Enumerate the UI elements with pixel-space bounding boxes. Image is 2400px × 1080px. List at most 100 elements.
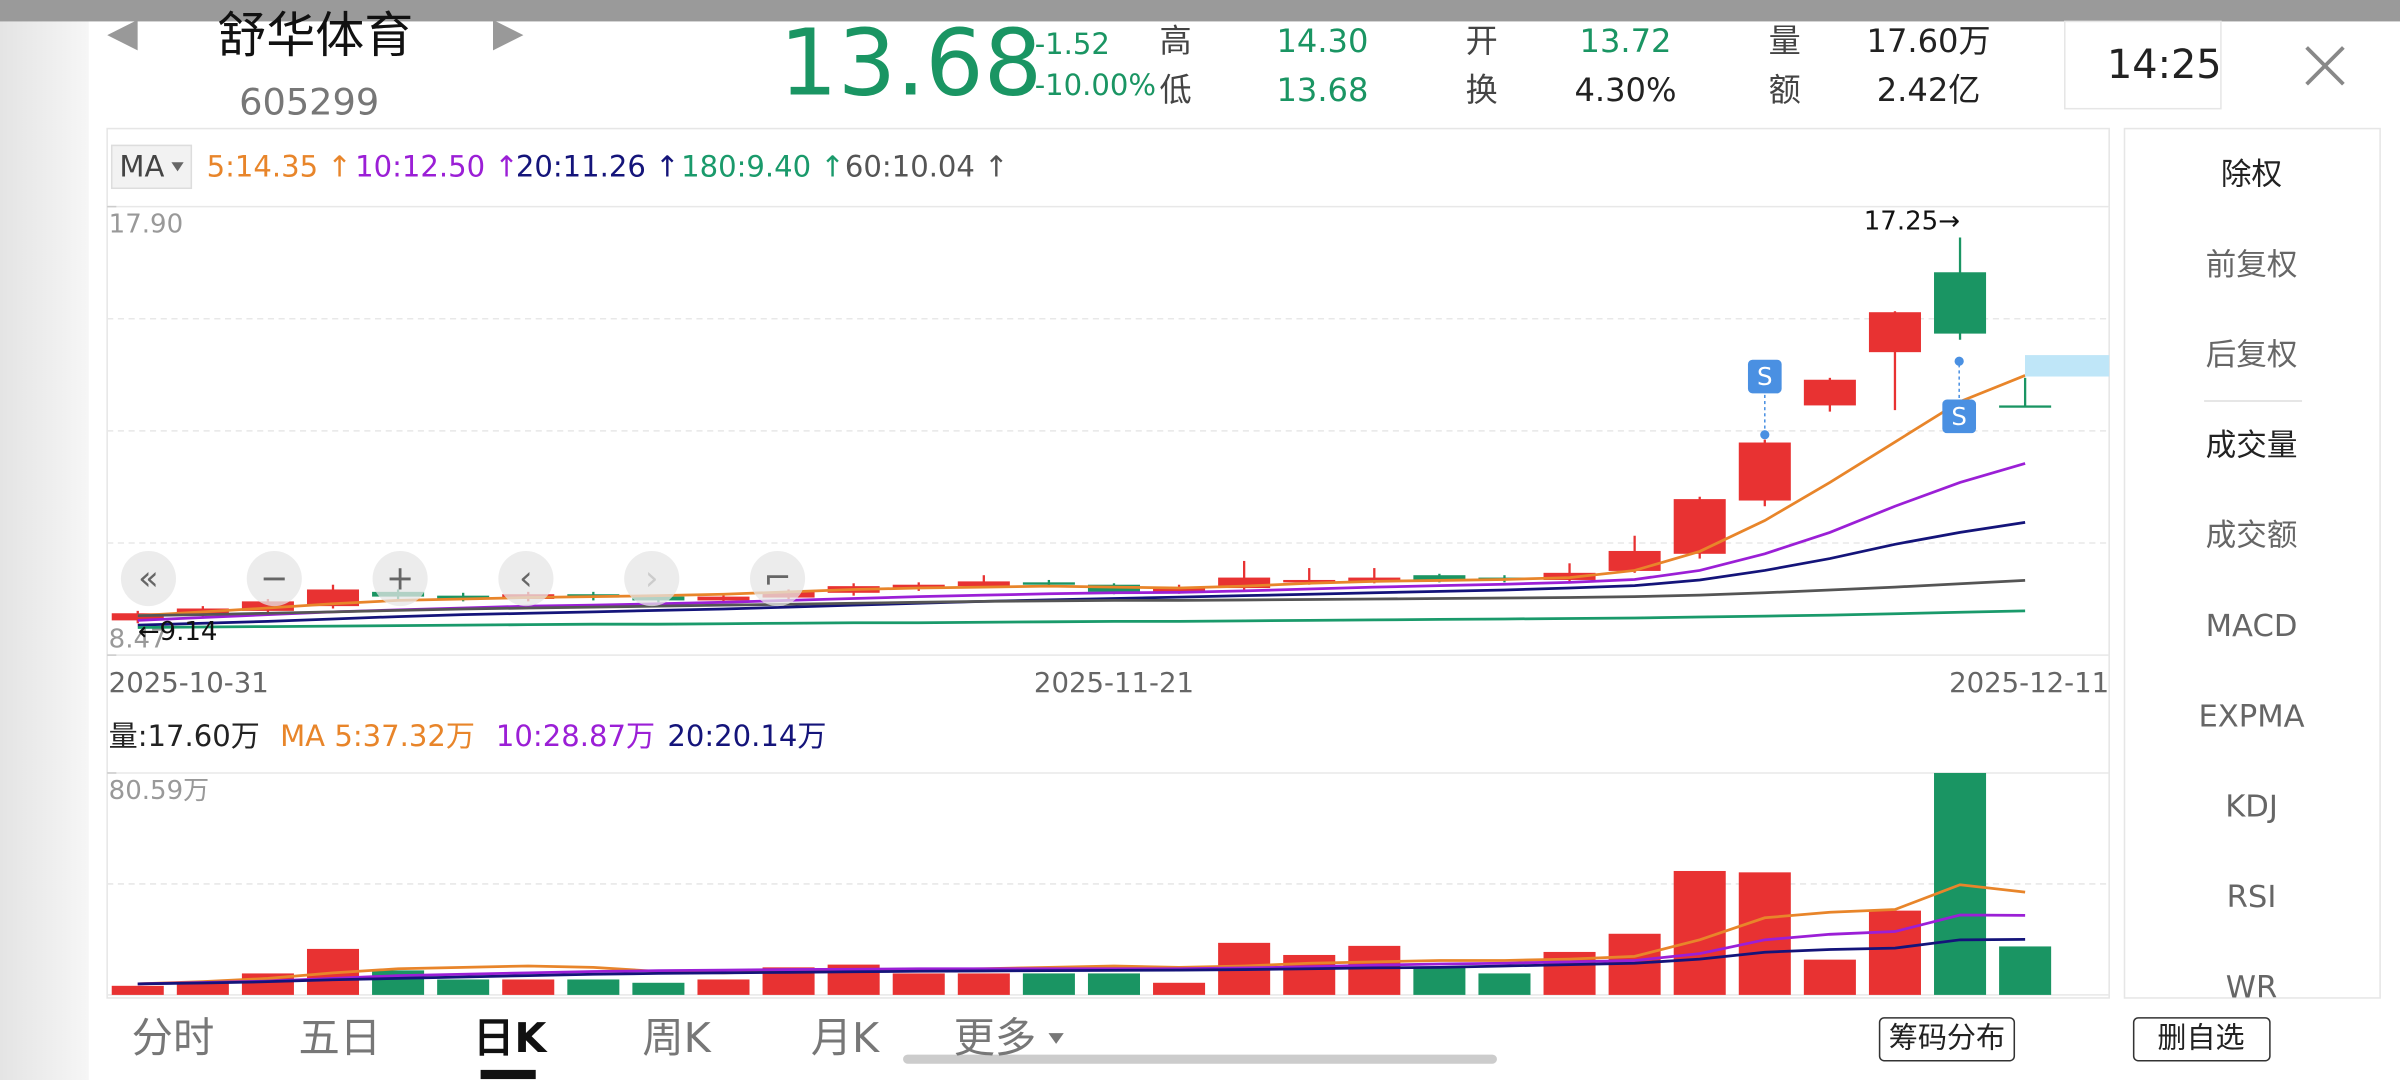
zoom-control[interactable] bbox=[246, 551, 302, 607]
tab[interactable]: 五日 bbox=[298, 1014, 381, 1062]
candle-body bbox=[892, 584, 945, 589]
legend-item: 60:10.04 ↑ bbox=[845, 149, 1009, 183]
signal-badge[interactable] bbox=[1942, 399, 1977, 434]
zoom-control[interactable] bbox=[750, 551, 806, 607]
change-pct: -10.00% bbox=[1035, 68, 1156, 102]
price-highlight bbox=[2025, 355, 2110, 377]
stat-label: 额 bbox=[1769, 71, 1801, 109]
volume-bar bbox=[1283, 954, 1336, 995]
zoom-icon: ⌐ bbox=[763, 559, 791, 598]
legend-item: 180:9.40 ↑ bbox=[681, 149, 845, 183]
volume-bar bbox=[502, 979, 555, 995]
legend-item: MA 5:37.32万 bbox=[280, 719, 475, 753]
side-menu-item[interactable]: 成交量 bbox=[2206, 428, 2298, 463]
candle-body bbox=[1999, 405, 2052, 408]
candle-body bbox=[1803, 379, 1856, 406]
candle-body bbox=[1934, 272, 1987, 334]
volume-ma-line bbox=[137, 883, 2026, 986]
candle-body bbox=[1738, 442, 1791, 501]
prev-arrow[interactable]: ◀ bbox=[107, 10, 138, 56]
side-menu-item[interactable]: WR bbox=[2226, 970, 2278, 1005]
high-marker: 17.25→ bbox=[1864, 207, 1960, 237]
button-frame[interactable] bbox=[2132, 1017, 2271, 1062]
next-arrow[interactable]: ▶ bbox=[493, 10, 524, 56]
side-menu-item[interactable]: EXPMA bbox=[2198, 699, 2304, 734]
stat-value: 4.30% bbox=[1574, 71, 1676, 109]
volume-bar bbox=[1348, 945, 1401, 995]
time-box bbox=[2064, 20, 2222, 110]
candle-body bbox=[697, 596, 750, 601]
volume-ma-line bbox=[137, 913, 2026, 986]
candle-body bbox=[1283, 579, 1336, 583]
volume-bar bbox=[1022, 973, 1075, 995]
ma-line bbox=[137, 521, 2026, 627]
candle-body bbox=[1153, 588, 1206, 592]
zoom-control[interactable] bbox=[372, 551, 428, 607]
ma-line bbox=[137, 579, 2026, 618]
close-button[interactable] bbox=[2305, 46, 2345, 86]
tab[interactable]: 更多 bbox=[954, 1014, 1037, 1062]
tab[interactable]: 周K bbox=[642, 1014, 711, 1062]
candle-body bbox=[241, 601, 294, 611]
candle-body bbox=[1348, 577, 1401, 582]
side-menu-item[interactable]: KDJ bbox=[2225, 790, 2278, 825]
legend-item: 20:11.26 ↑ bbox=[516, 149, 680, 183]
volume-bar bbox=[1803, 959, 1856, 995]
signal-badge[interactable] bbox=[1747, 359, 1782, 394]
y-tick-label: 8.47 bbox=[109, 624, 167, 654]
stat-value: 13.68 bbox=[1276, 71, 1368, 109]
volume-bar bbox=[632, 982, 685, 995]
stat-label: 低 bbox=[1159, 71, 1191, 109]
volume-bar bbox=[437, 979, 490, 995]
x-tick-label: 2025-10-31 bbox=[109, 667, 269, 699]
dropdown-icon bbox=[171, 162, 184, 172]
volume-bar bbox=[892, 973, 945, 995]
volume-bar bbox=[1738, 872, 1791, 995]
legend-item: 10:28.87万 bbox=[496, 719, 655, 753]
x-tick-label: 2025-12-11 bbox=[1949, 667, 2109, 699]
volume-bar bbox=[697, 979, 750, 995]
zoom-icon: − bbox=[260, 559, 288, 598]
button-label[interactable]: 删自选 bbox=[2157, 1020, 2244, 1054]
button-label[interactable]: 筹码分布 bbox=[1889, 1020, 2005, 1054]
side-panel bbox=[2123, 127, 2381, 999]
stat-value: 2.42亿 bbox=[1877, 71, 1981, 109]
ma-line bbox=[137, 609, 2026, 629]
volume-ma-line bbox=[137, 938, 2026, 986]
change: -1.52 bbox=[1035, 27, 1110, 61]
zoom-control[interactable] bbox=[498, 551, 554, 607]
button-frame[interactable] bbox=[1878, 1017, 2016, 1062]
left-edge bbox=[0, 0, 89, 1080]
candle-body bbox=[1868, 312, 1921, 353]
zoom-control[interactable] bbox=[120, 551, 177, 607]
tab[interactable]: 日K bbox=[473, 1014, 548, 1062]
volume-bar bbox=[176, 982, 229, 995]
stock-name: 舒华体育 bbox=[217, 7, 413, 64]
volume-bar bbox=[111, 985, 164, 995]
side-menu-item[interactable]: 前复权 bbox=[2206, 248, 2298, 283]
zoom-icon: › bbox=[645, 559, 658, 598]
tab[interactable]: 月K bbox=[811, 1014, 880, 1062]
zoom-control[interactable] bbox=[624, 551, 680, 607]
side-menu-item[interactable]: 除权 bbox=[2221, 158, 2282, 193]
stat-label: 量 bbox=[1769, 22, 1801, 60]
legend-item: 20:20.14万 bbox=[667, 719, 826, 753]
kline: 8.47 17.90 80.59万 2025-10-31 2025-11-21 2025-… bbox=[107, 149, 2110, 996]
side-menu-item[interactable]: RSI bbox=[2227, 880, 2277, 915]
y-tick-label: 17.90 bbox=[109, 210, 183, 240]
stat-value: 13.72 bbox=[1580, 22, 1672, 60]
candle-body bbox=[111, 613, 164, 621]
side-menu-item[interactable]: 成交额 bbox=[2206, 519, 2298, 554]
stat-value: 14.30 bbox=[1276, 22, 1368, 60]
zoom-icon: + bbox=[386, 559, 414, 598]
price: 13.68 bbox=[779, 9, 1042, 116]
side-menu-item[interactable]: MACD bbox=[2206, 609, 2298, 644]
low-marker: ←9.14 bbox=[138, 617, 218, 647]
tab[interactable]: 分时 bbox=[132, 1014, 215, 1062]
tab-underline bbox=[480, 1069, 536, 1080]
side-menu-item[interactable]: 后复权 bbox=[2206, 338, 2298, 373]
volume-label: 量:17.60万 bbox=[109, 719, 260, 753]
volume-bar bbox=[1413, 967, 1466, 995]
